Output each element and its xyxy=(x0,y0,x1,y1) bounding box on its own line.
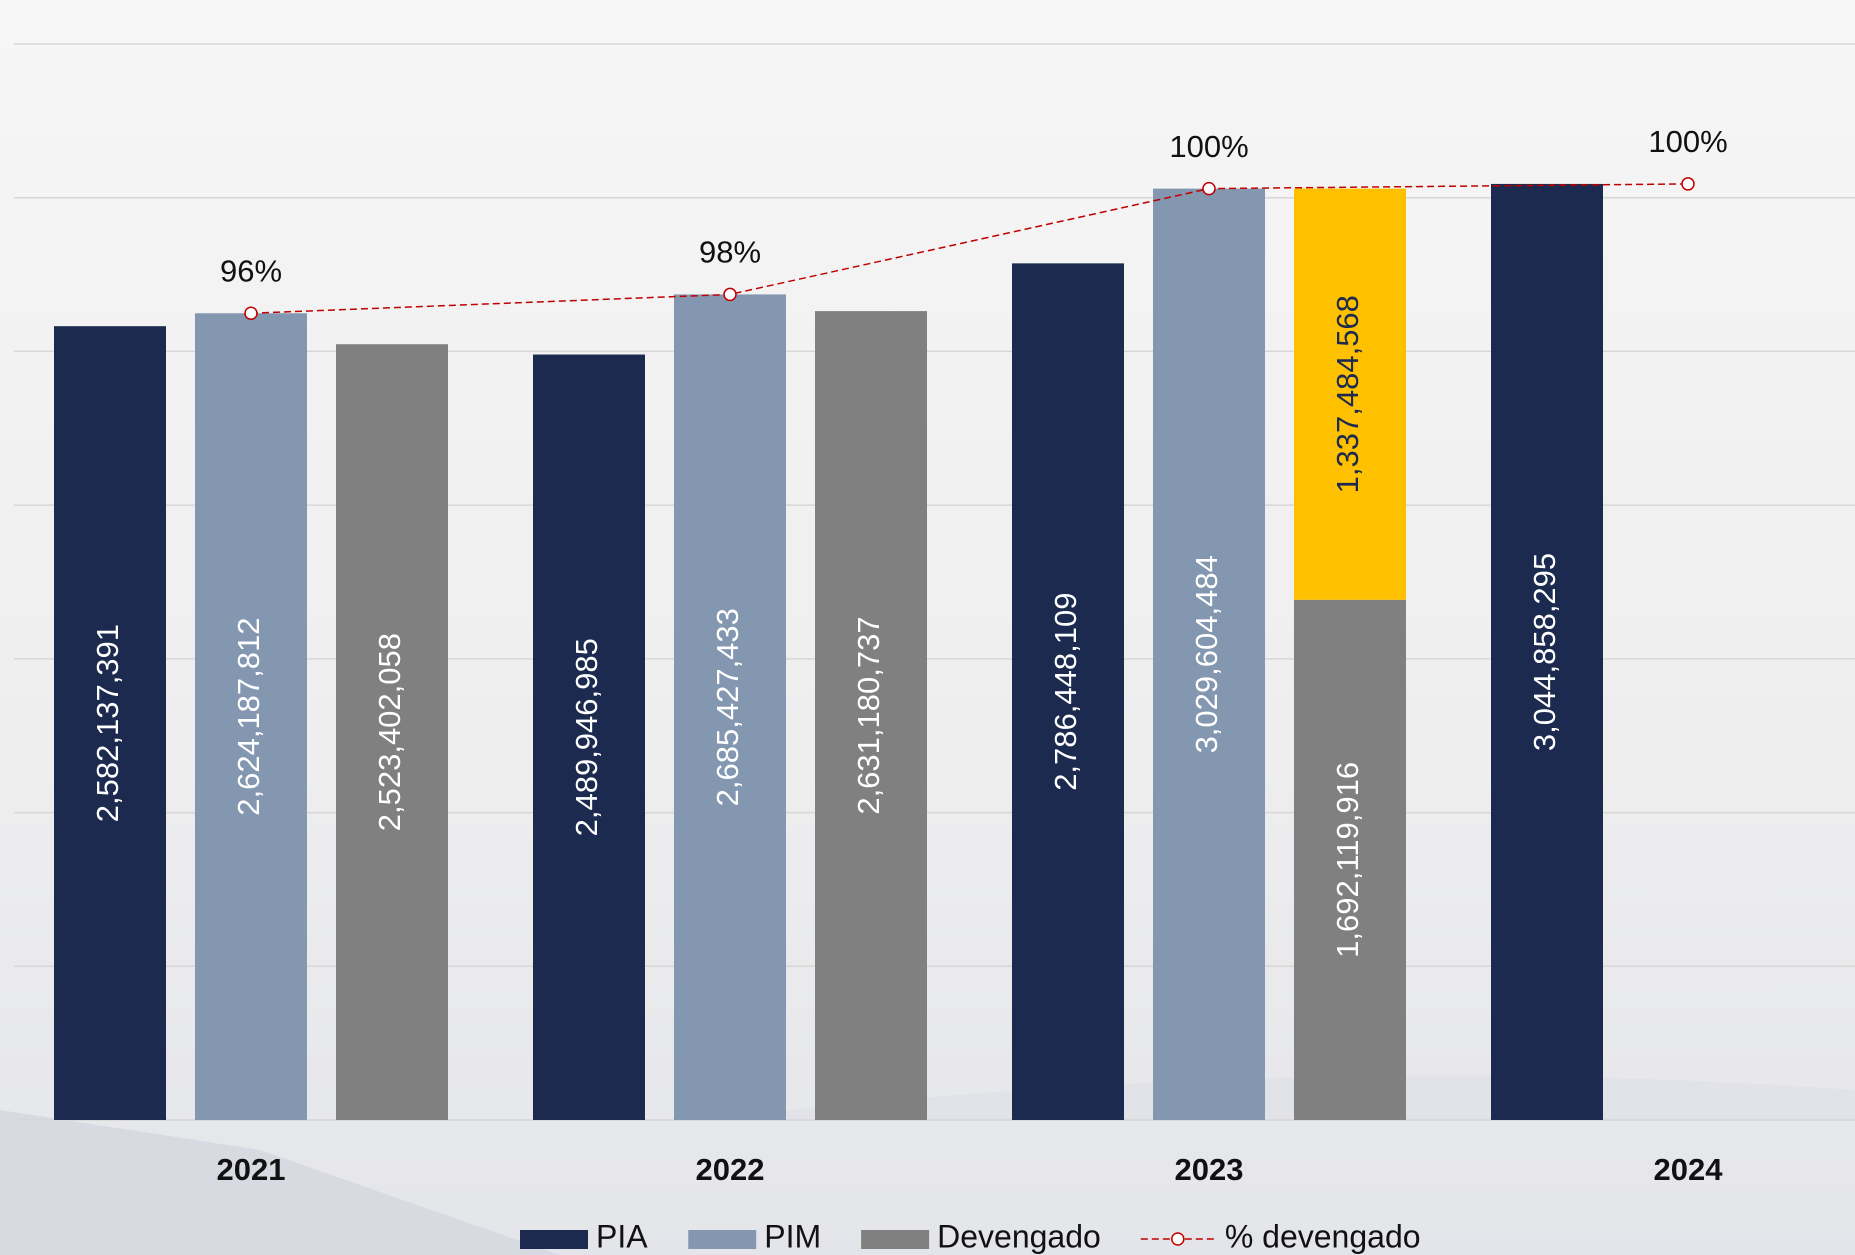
bar-value-label: 2,489,946,985 xyxy=(569,638,604,836)
bar xyxy=(195,313,307,1120)
x-tick-label: 2023 xyxy=(1175,1152,1244,1187)
percent-label: 100% xyxy=(1169,129,1248,164)
x-tick-label: 2022 xyxy=(696,1152,765,1187)
bar-value-label: 1,692,119,916 xyxy=(1330,762,1365,958)
legend-swatch xyxy=(688,1230,757,1249)
percent-label: 96% xyxy=(220,253,282,288)
bar xyxy=(54,326,166,1120)
percent-point xyxy=(1681,177,1695,191)
percent-label: 98% xyxy=(699,235,761,270)
bar xyxy=(674,294,786,1121)
bar-value-label: 2,624,187,812 xyxy=(231,617,266,815)
percent-point xyxy=(1202,181,1216,196)
bar xyxy=(533,354,645,1120)
bar xyxy=(815,311,927,1120)
bar-value-label: 2,523,402,058 xyxy=(372,633,407,831)
bar xyxy=(1153,188,1265,1120)
background-shape xyxy=(0,1110,560,1255)
bar-value-label: 2,631,180,737 xyxy=(851,616,886,814)
legend-label: % devengado xyxy=(1225,1218,1421,1254)
bar-value-label: 2,685,427,433 xyxy=(710,608,745,806)
bar-value-label: 2,786,448,109 xyxy=(1048,593,1083,791)
legend-label: PIA xyxy=(596,1218,648,1254)
bar-value-label: 1,337,484,568 xyxy=(1330,295,1365,493)
legend-swatch xyxy=(861,1230,930,1249)
bar xyxy=(1294,599,1406,1120)
percent-point xyxy=(723,287,737,302)
x-tick-label: 2024 xyxy=(1654,1152,1724,1187)
x-tick-label: 2021 xyxy=(217,1152,286,1187)
legend-swatch xyxy=(520,1230,588,1249)
bar xyxy=(1012,263,1124,1121)
bar xyxy=(1294,188,1406,600)
bar-value-label: 3,029,604,484 xyxy=(1189,555,1224,753)
bar-value-label: 3,044,858,295 xyxy=(1527,553,1562,751)
bar-value-label: 2,582,137,391 xyxy=(90,624,125,822)
legend-label: PIM xyxy=(764,1218,821,1254)
bar xyxy=(336,344,448,1120)
percent-point xyxy=(244,306,258,320)
percent-label: 100% xyxy=(1648,124,1727,159)
bar xyxy=(1491,183,1603,1120)
legend-marker xyxy=(1171,1232,1185,1246)
percent-line xyxy=(250,183,1689,314)
legend-label: Devengado xyxy=(937,1218,1101,1254)
